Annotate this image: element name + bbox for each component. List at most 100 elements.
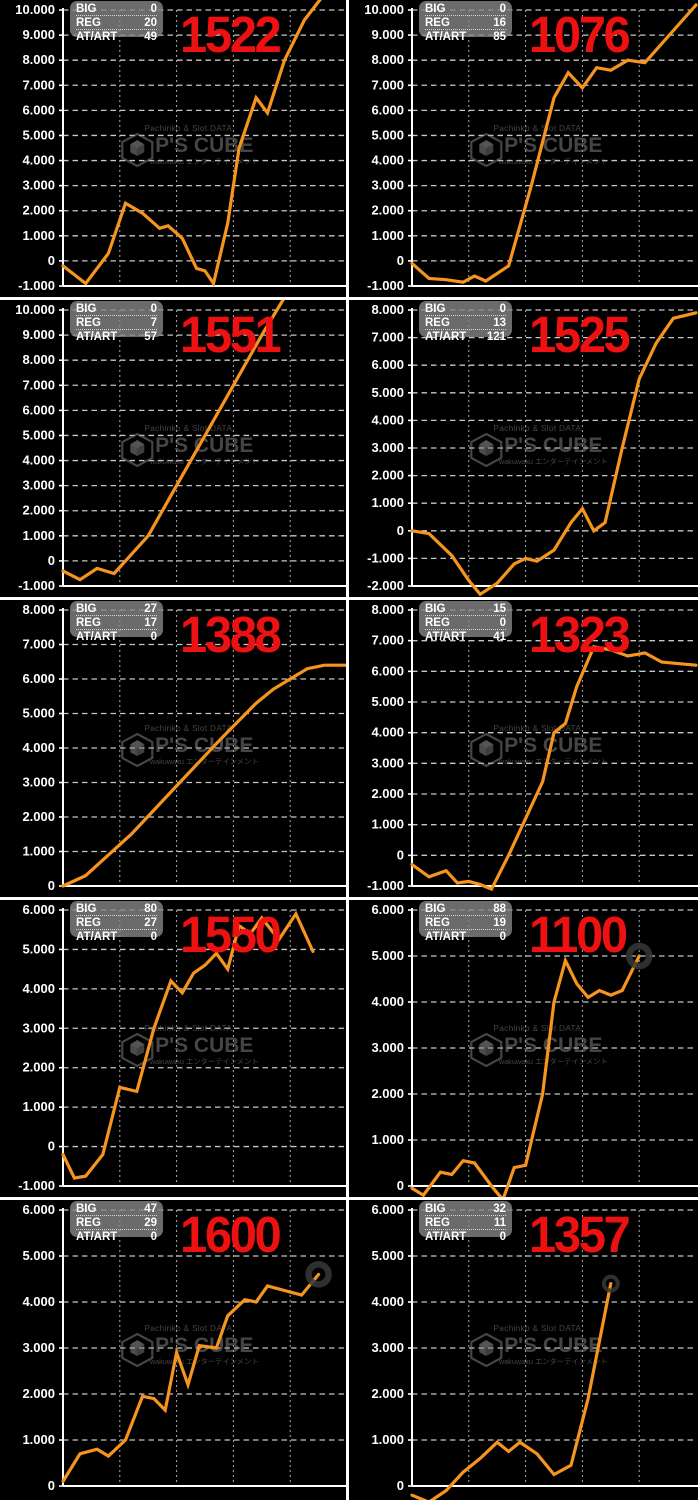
svg-text:8.000: 8.000 [371,302,404,317]
svg-text:0: 0 [48,878,55,893]
svg-text:7.000: 7.000 [371,330,404,345]
svg-text:5.000: 5.000 [22,127,55,142]
svg-text:9.000: 9.000 [371,27,404,42]
svg-text:Pachinko & Slot DATA: Pachinko & Slot DATA [493,423,581,433]
svg-text:6.000: 6.000 [371,1202,404,1217]
svg-text:2.000: 2.000 [371,468,404,483]
svg-text:4.000: 4.000 [371,153,404,168]
svg-text:0: 0 [397,1478,404,1493]
svg-text:9.000: 9.000 [22,27,55,42]
svg-text:wakuwaku エンターテインメント: wakuwaku エンターテインメント [498,1357,608,1366]
svg-text:Pachinko & Slot DATA: Pachinko & Slot DATA [144,423,232,433]
svg-text:Pachinko & Slot DATA: Pachinko & Slot DATA [493,723,581,733]
svg-text:8.000: 8.000 [22,352,55,367]
svg-text:3.000: 3.000 [371,440,404,455]
svg-text:5.000: 5.000 [22,706,55,721]
svg-text:5.000: 5.000 [22,1248,55,1263]
svg-text:4.000: 4.000 [371,994,404,1009]
svg-text:2.000: 2.000 [22,503,55,518]
svg-text:Pachinko & Slot DATA: Pachinko & Slot DATA [144,1323,232,1333]
svg-text:3.000: 3.000 [22,478,55,493]
svg-text:7.000: 7.000 [22,377,55,392]
svg-text:3.000: 3.000 [371,1340,404,1355]
svg-text:5.000: 5.000 [371,127,404,142]
svg-text:1.000: 1.000 [371,1132,404,1147]
svg-text:7.000: 7.000 [371,633,404,648]
svg-text:wakuwaku エンターテインメント: wakuwaku エンターテインメント [149,457,259,466]
svg-text:-1.000: -1.000 [18,578,55,593]
svg-text:3.000: 3.000 [22,178,55,193]
svg-text:Pachinko & Slot DATA: Pachinko & Slot DATA [144,1023,232,1033]
svg-text:-1.000: -1.000 [367,278,404,293]
svg-text:wakuwaku エンターテインメント: wakuwaku エンターテインメント [149,1357,259,1366]
svg-text:Pachinko & Slot DATA: Pachinko & Slot DATA [493,123,581,133]
svg-text:-2.000: -2.000 [367,578,404,593]
svg-text:5.000: 5.000 [371,385,404,400]
svg-text:1.000: 1.000 [22,844,55,859]
svg-text:Pachinko & Slot DATA: Pachinko & Slot DATA [493,1023,581,1033]
svg-text:2.000: 2.000 [371,203,404,218]
svg-text:6.000: 6.000 [22,102,55,117]
svg-text:Pachinko & Slot DATA: Pachinko & Slot DATA [493,1323,581,1333]
svg-text:4.000: 4.000 [371,1294,404,1309]
svg-text:0: 0 [397,523,404,538]
svg-text:1.000: 1.000 [371,817,404,832]
svg-text:5.000: 5.000 [22,941,55,956]
svg-text:2.000: 2.000 [22,809,55,824]
svg-text:0: 0 [48,553,55,568]
svg-text:P'S CUBE: P'S CUBE [155,1034,253,1057]
svg-text:4.000: 4.000 [371,412,404,427]
svg-text:7.000: 7.000 [22,637,55,652]
svg-text:8.000: 8.000 [22,52,55,67]
svg-text:wakuwaku エンターテインメント: wakuwaku エンターテインメント [149,157,259,166]
svg-text:3.000: 3.000 [371,1040,404,1055]
svg-text:wakuwaku エンターテインメント: wakuwaku エンターテインメント [498,457,608,466]
svg-text:8.000: 8.000 [22,602,55,617]
svg-text:Pachinko & Slot DATA: Pachinko & Slot DATA [144,723,232,733]
svg-text:1.000: 1.000 [371,1432,404,1447]
svg-text:1.000: 1.000 [22,528,55,543]
svg-text:-1.000: -1.000 [367,878,404,893]
svg-text:4.000: 4.000 [22,453,55,468]
svg-text:3.000: 3.000 [22,1340,55,1355]
svg-text:P'S CUBE: P'S CUBE [504,434,602,457]
svg-text:2.000: 2.000 [22,203,55,218]
svg-text:0: 0 [48,1139,55,1154]
svg-text:-1.000: -1.000 [367,550,404,565]
svg-text:wakuwaku エンターテインメント: wakuwaku エンターテインメント [498,157,608,166]
svg-text:2.000: 2.000 [371,1386,404,1401]
svg-text:-1.000: -1.000 [18,278,55,293]
svg-text:1.000: 1.000 [22,1099,55,1114]
svg-text:10.000: 10.000 [364,2,404,17]
svg-text:1.000: 1.000 [22,1432,55,1447]
svg-text:P'S CUBE: P'S CUBE [504,1334,602,1357]
svg-text:4.000: 4.000 [22,1294,55,1309]
svg-text:8.000: 8.000 [371,602,404,617]
svg-text:10.000: 10.000 [15,2,55,17]
svg-text:3.000: 3.000 [371,178,404,193]
svg-text:6.000: 6.000 [22,902,55,917]
svg-text:4.000: 4.000 [22,981,55,996]
svg-text:6.000: 6.000 [371,663,404,678]
svg-text:P'S CUBE: P'S CUBE [155,734,253,757]
svg-text:P'S CUBE: P'S CUBE [504,1034,602,1057]
svg-text:1.000: 1.000 [371,495,404,510]
svg-text:0: 0 [397,1178,404,1193]
svg-text:5.000: 5.000 [371,948,404,963]
svg-text:2.000: 2.000 [22,1060,55,1075]
svg-text:-1.000: -1.000 [18,1178,55,1193]
svg-text:4.000: 4.000 [22,153,55,168]
svg-text:4.000: 4.000 [22,740,55,755]
svg-text:5.000: 5.000 [371,1248,404,1263]
svg-text:9.000: 9.000 [22,327,55,342]
svg-text:7.000: 7.000 [371,77,404,92]
svg-text:8.000: 8.000 [371,52,404,67]
svg-text:5.000: 5.000 [371,694,404,709]
svg-text:1.000: 1.000 [371,228,404,243]
svg-text:6.000: 6.000 [371,357,404,372]
svg-text:6.000: 6.000 [371,102,404,117]
svg-text:3.000: 3.000 [22,1020,55,1035]
svg-text:10.000: 10.000 [15,302,55,317]
svg-text:4.000: 4.000 [371,725,404,740]
svg-text:0: 0 [397,253,404,268]
